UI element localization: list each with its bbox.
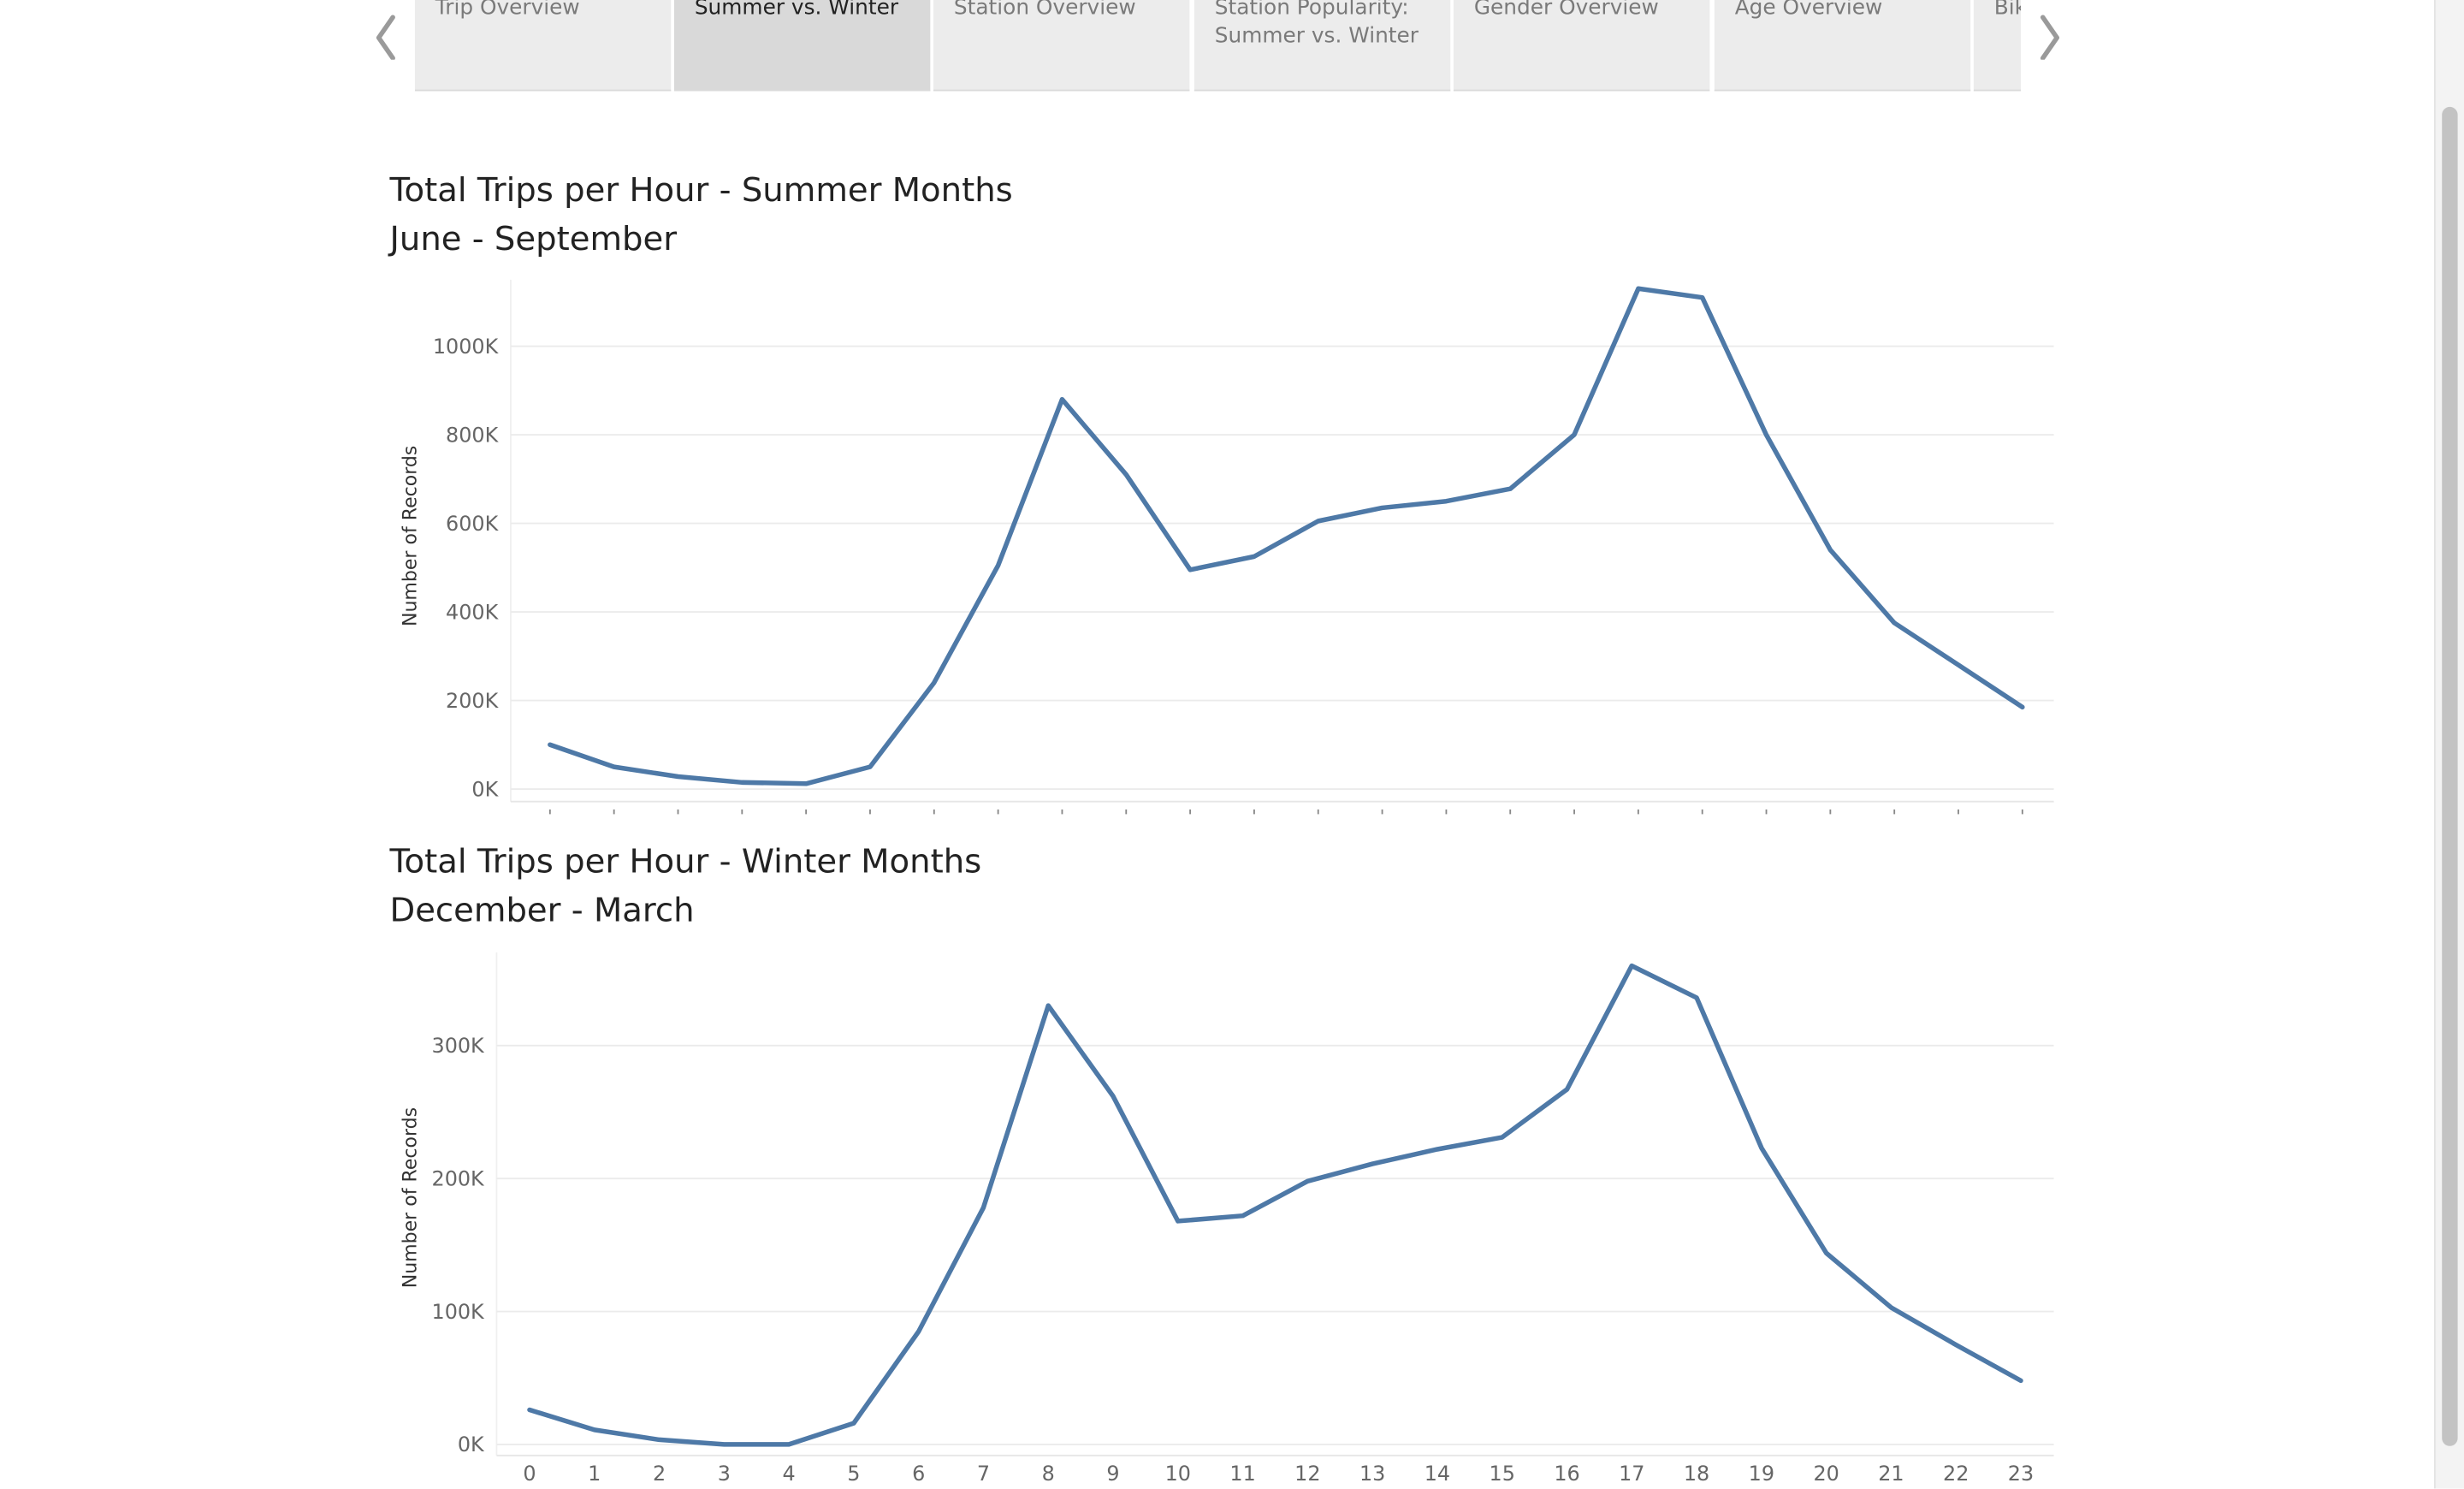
summer-y-tick-label: 200K [446,689,500,713]
tab-label: Bik [1993,0,2021,21]
tab-label: Age Overview [1734,0,1883,21]
winter-x-tick-label: 21 [1878,1462,1904,1486]
tab-gender-overview[interactable]: Gender Overview [1453,0,1710,92]
winter-x-tick-label: 15 [1490,1462,1515,1486]
winter-x-tick-label: 23 [2008,1462,2034,1486]
winter-x-tick-label: 20 [1813,1462,1839,1486]
winter-x-tick-label: 14 [1424,1462,1450,1486]
winter-x-tick-label: 3 [718,1462,731,1486]
winter-x-tick-label: 19 [1749,1462,1774,1486]
prev-story-point-button[interactable] [366,6,404,61]
winter-y-tick-label: 0K [458,1433,485,1456]
summer-y-tick-label: 800K [446,423,500,447]
winter-x-tick-label: 18 [1684,1462,1709,1486]
winter-x-tick-label: 5 [847,1462,860,1486]
tab-label: Station Popularity: Summer vs. Winter [1214,0,1419,49]
summer-chart-subtitle: June - September [389,220,678,258]
tab-label: Trip Overview [435,0,580,21]
winter-x-tick-label: 22 [1943,1462,1969,1486]
winter-x-tick-label: 13 [1359,1462,1385,1486]
tab-station-overview[interactable]: Station Overview [933,0,1190,92]
winter-chart-title: Total Trips per Hour - Winter Months [389,842,982,881]
tab-bike-overview[interactable]: Bik [1973,0,2021,92]
summer-chart-title: Total Trips per Hour - Summer Months [389,171,1013,210]
winter-x-tick-label: 17 [1619,1462,1644,1486]
winter-y-tick-label: 100K [432,1300,486,1324]
chevron-left-icon [376,15,395,61]
winter-x-tick-label: 11 [1229,1462,1255,1486]
scrollbar-thumb[interactable] [2442,106,2458,1446]
winter-x-tick-label: 7 [977,1462,990,1486]
summer-y-tick-label: 400K [446,600,500,624]
winter-x-tick-label: 0 [523,1462,536,1486]
tab-label: Gender Overview [1473,0,1659,21]
winter-x-tick-label: 12 [1294,1462,1320,1486]
chevron-right-icon [2040,15,2059,61]
tab-station-popularity[interactable]: Station Popularity: Summer vs. Winter [1194,0,1451,92]
tab-summer-vs-winter[interactable]: Summer vs. Winter [673,0,931,92]
summer-y-tick-label: 600K [446,512,500,536]
winter-y-tick-label: 300K [432,1034,486,1058]
summer-trips-line [548,286,2025,786]
winter-y-tick-label: 200K [432,1166,486,1190]
winter-trips-line [527,963,2023,1447]
winter-x-tick-label: 4 [783,1462,796,1486]
winter-x-tick-label: 9 [1106,1462,1119,1486]
winter-x-tick-label: 6 [912,1462,925,1486]
story-tabs: Trip Overview Summer vs. Winter Station … [414,0,2021,92]
tab-trip-overview[interactable]: Trip Overview [414,0,672,92]
winter-chart-subtitle: December - March [389,891,695,929]
winter-x-tick-label: 16 [1554,1462,1579,1486]
next-story-point-button[interactable] [2032,6,2070,61]
winter-x-tick-label: 2 [653,1462,666,1486]
tab-label: Station Overview [953,0,1136,21]
summer-y-tick-label: 1000K [433,335,500,359]
summer-y-tick-label: 0K [471,777,499,801]
winter-x-tick-label: 1 [588,1462,601,1486]
winter-x-tick-label: 10 [1165,1462,1191,1486]
winter-x-tick-label: 8 [1042,1462,1055,1486]
tab-label: Summer vs. Winter [694,0,899,21]
tab-age-overview[interactable]: Age Overview [1714,0,1971,92]
